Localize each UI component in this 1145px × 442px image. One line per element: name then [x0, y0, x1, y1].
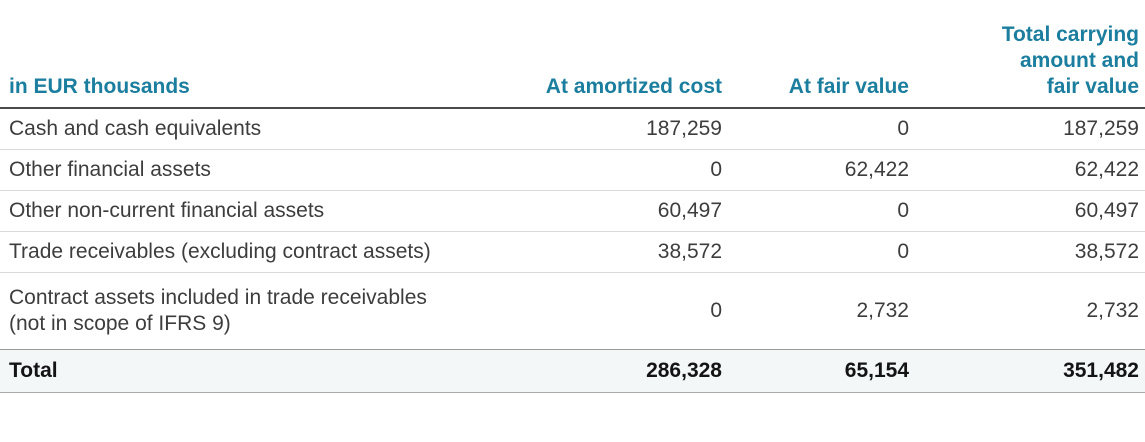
- total-cell-fair-value: 65,154: [728, 349, 915, 393]
- row-label: Contract assets included in trade receiv…: [0, 272, 475, 350]
- cell-amortized-cost: 38,572: [475, 231, 728, 273]
- cell-total: 187,259: [915, 108, 1145, 150]
- cell-amortized-cost: 0: [475, 272, 728, 350]
- cell-fair-value: 62,422: [728, 149, 915, 191]
- cell-total: 60,497: [915, 190, 1145, 232]
- cell-total: 38,572: [915, 231, 1145, 273]
- cell-fair-value: 0: [728, 190, 915, 232]
- cell-total: 62,422: [915, 149, 1145, 191]
- cell-fair-value: 2,732: [728, 272, 915, 350]
- row-label: Other non-current financial assets: [0, 190, 475, 232]
- row-label: Cash and cash equivalents: [0, 108, 475, 150]
- total-row: Total 286,328 65,154 351,482: [0, 349, 1145, 393]
- row-label: Trade receivables (excluding contract as…: [0, 231, 475, 273]
- unit-label: in EUR thousands: [0, 0, 475, 109]
- column-header-fair-value: At fair value: [728, 0, 915, 109]
- column-header-total-carrying: Total carrying amount and fair value: [915, 0, 1145, 109]
- row-label: Other financial assets: [0, 149, 475, 191]
- table-row: Other non-current financial assets 60,49…: [0, 190, 1145, 232]
- total-cell-amortized-cost: 286,328: [475, 349, 728, 393]
- table-row: Contract assets included in trade receiv…: [0, 272, 1145, 350]
- table-header: in EUR thousands At amortized cost At fa…: [0, 0, 1145, 109]
- cell-amortized-cost: 0: [475, 149, 728, 191]
- total-row-label: Total: [0, 349, 475, 393]
- financial-assets-table: in EUR thousands At amortized cost At fa…: [0, 0, 1145, 393]
- column-header-total-carrying-text: Total carrying amount and fair value: [1001, 23, 1139, 98]
- cell-fair-value: 0: [728, 231, 915, 273]
- cell-total: 2,732: [915, 272, 1145, 350]
- header-row: in EUR thousands At amortized cost At fa…: [0, 0, 1145, 109]
- table-row: Cash and cash equivalents 187,259 0 187,…: [0, 108, 1145, 150]
- table-row: Trade receivables (excluding contract as…: [0, 231, 1145, 273]
- column-header-amortized-cost: At amortized cost: [475, 0, 728, 109]
- cell-amortized-cost: 60,497: [475, 190, 728, 232]
- table-row: Other financial assets 0 62,422 62,422: [0, 149, 1145, 191]
- total-cell-total: 351,482: [915, 349, 1145, 393]
- cell-fair-value: 0: [728, 108, 915, 150]
- cell-amortized-cost: 187,259: [475, 108, 728, 150]
